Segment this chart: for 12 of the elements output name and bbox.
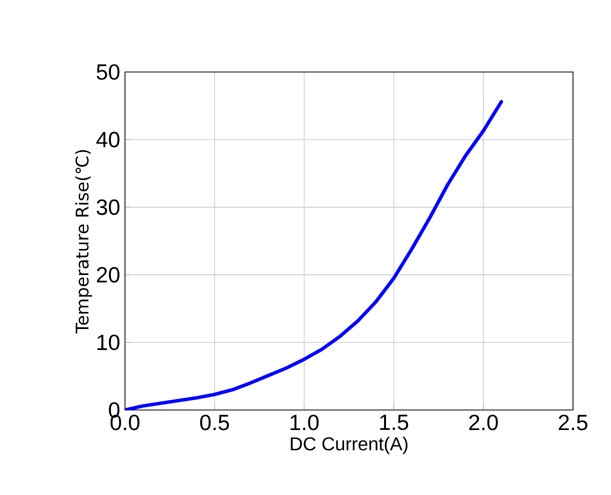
y-tick-label: 20	[96, 266, 120, 283]
y-tick-label: 40	[96, 132, 120, 148]
x-tick-label: 1.0	[290, 414, 319, 430]
x-tick-label: 2.0	[469, 414, 498, 430]
x-axis-title: DC Current(A)	[290, 436, 408, 454]
x-tick-label: 2.5	[558, 414, 588, 430]
x-tick-label: 0.5	[200, 414, 229, 430]
y-tick-label: 10	[97, 334, 120, 350]
y-tick-label: 50	[96, 64, 120, 80]
x-tick-label: 1.5	[380, 414, 408, 430]
y-axis-title: Temperature Rise(℃)	[75, 150, 92, 334]
y-tick-label: 30	[96, 199, 120, 215]
